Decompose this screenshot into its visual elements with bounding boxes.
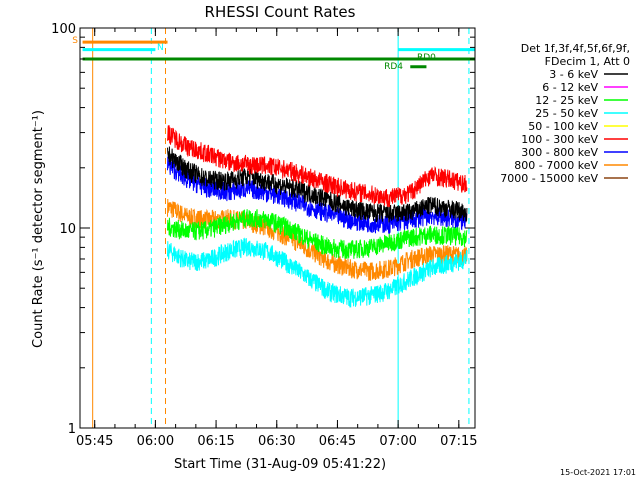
x-axis-label: Start Time (31-Aug-09 05:41:22) [174,457,386,472]
series-line-5 [167,125,468,208]
x-tick-label-2: 06:15 [197,434,234,449]
footer-date: 15-Oct-2021 17:01 [560,468,636,477]
series-line-7 [167,198,468,281]
axes: 05:45 06:00 06:15 06:30 06:45 07:00 07:15 1 10 10… [51,22,477,449]
x-tick-label-4: 06:45 [319,434,356,449]
x-tick-label-3: 06:30 [258,434,295,449]
legend-header-1: FDecim 1, Att 0 [545,55,630,68]
legend-label-8: 7000 - 15000 keV [500,172,598,185]
annotation-label-5: RD0 [417,53,436,63]
x-tick-label-1: 06:00 [137,434,174,449]
legend-label-7: 800 - 7000 keV [514,159,598,172]
legend-label-1: 6 - 12 keV [542,81,598,94]
y-tick-label-0: 1 [68,422,76,437]
x-tick-label-6: 07:15 [440,434,477,449]
plot-area: S N RD4 RD0 [72,28,475,428]
annotation-label-0: S [72,36,78,46]
legend-header-0: Det 1f,3f,4f,5f,6f,9f, [521,42,630,55]
x-tick-label-0: 05:45 [76,434,113,449]
y-tick-label-2: 100 [51,22,76,37]
legend-label-3: 25 - 50 keV [535,107,598,120]
series-line-0 [167,146,468,223]
series-line-3 [167,237,468,308]
annotation-label-4: RD4 [384,62,403,72]
legend-label-6: 300 - 800 keV [521,146,598,159]
series-line-2 [167,209,468,259]
legend-label-2: 12 - 25 keV [535,94,598,107]
legend-label-4: 50 - 100 keV [528,120,598,133]
x-tick-label-5: 07:00 [379,434,416,449]
chart-title: RHESSI Count Rates [205,3,356,21]
y-axis-label: Count Rate (s⁻¹ detector segment⁻¹) [31,110,46,348]
legend-label-5: 100 - 300 keV [521,133,598,146]
legend: Det 1f,3f,4f,5f,6f,9f,FDecim 1, Att 03 -… [500,42,630,185]
annotation-label-1: N [157,43,164,53]
y-tick-label-1: 10 [59,222,76,237]
legend-label-0: 3 - 6 keV [549,68,598,81]
